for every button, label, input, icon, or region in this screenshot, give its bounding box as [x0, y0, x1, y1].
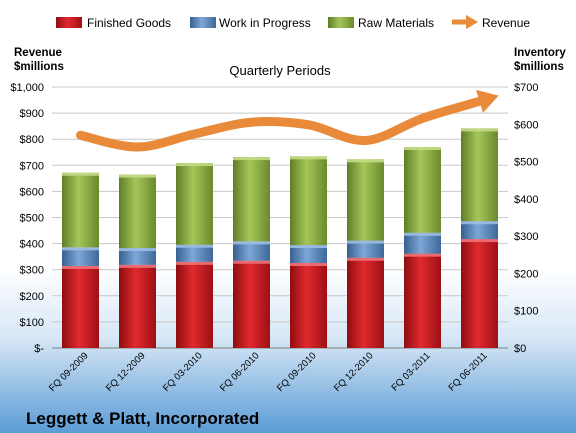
bar-cap-finished-goods: [404, 253, 441, 257]
bar-cap-finished-goods: [347, 257, 384, 261]
bar-cap-work-in-progress: [347, 240, 384, 244]
left-axis-title-line2: $millions: [14, 61, 64, 73]
left-axis-ticks: $- $100 $200 $300 $400 $500 $600 $700 $800 $900 $1…: [10, 82, 44, 355]
bar-raw-materials: [404, 147, 441, 233]
bar-work-in-progress: [233, 241, 270, 261]
right-tick-label: $700: [514, 82, 538, 94]
bar-work-in-progress: [347, 240, 384, 258]
bar-cap-work-in-progress: [290, 245, 327, 249]
right-axis-title-line1: Inventory: [514, 47, 566, 59]
legend: Finished Goods Work in Progress Raw Mate…: [56, 15, 530, 30]
right-axis-ticks: $0 $100 $200 $300 $400 $500 $600 $700: [514, 82, 538, 355]
bar-cap-finished-goods: [119, 264, 156, 268]
bar-finished-goods: [461, 239, 498, 348]
revenue-arrowhead: [476, 89, 499, 113]
left-tick-label: $400: [20, 239, 44, 251]
left-tick-label: $600: [20, 186, 44, 198]
legend-label-work-in-progress: Work in Progress: [219, 16, 311, 30]
bar-finished-goods: [233, 260, 270, 348]
bar-raw-materials: [119, 174, 156, 249]
bar-work-in-progress: [404, 232, 441, 254]
left-tick-label: $500: [20, 213, 44, 225]
bar-cap-raw-materials: [347, 159, 384, 163]
bar-cap-raw-materials: [404, 147, 441, 151]
bar-cap-work-in-progress: [62, 247, 99, 251]
bar-cap-raw-materials: [461, 128, 498, 132]
bar-finished-goods: [404, 253, 441, 348]
bar-cap-work-in-progress: [461, 221, 498, 225]
legend-label-revenue: Revenue: [482, 16, 530, 30]
left-tick-label: $1,000: [10, 82, 44, 94]
bar-cap-work-in-progress: [176, 244, 213, 248]
bar-cap-raw-materials: [62, 172, 99, 176]
bar-work-in-progress: [119, 248, 156, 265]
bar-cap-work-in-progress: [233, 241, 270, 245]
right-tick-label: $200: [514, 268, 538, 280]
bar-cap-raw-materials: [119, 174, 156, 178]
bar-cap-finished-goods: [290, 262, 327, 266]
bar-finished-goods: [176, 261, 213, 348]
bar-raw-materials: [461, 128, 498, 222]
left-axis-title-line1: Revenue: [14, 47, 62, 59]
bar-work-in-progress: [290, 245, 327, 263]
right-tick-label: $600: [514, 119, 538, 131]
bar-finished-goods: [62, 265, 99, 348]
bar-raw-materials: [62, 172, 99, 248]
bar-stacks: [62, 128, 498, 348]
bar-raw-materials: [176, 163, 213, 245]
legend-swatch-finished-goods: [56, 17, 82, 28]
bar-finished-goods: [290, 262, 327, 348]
right-tick-label: $300: [514, 231, 538, 243]
left-tick-label: $700: [20, 160, 44, 172]
bar-cap-raw-materials: [233, 157, 270, 161]
bar-cap-finished-goods: [62, 265, 99, 269]
bar-raw-materials: [290, 156, 327, 246]
company-name: Leggett & Platt, Incorporated: [26, 409, 259, 428]
bar-cap-finished-goods: [176, 261, 213, 265]
bar-finished-goods: [119, 264, 156, 348]
chart-title: Quarterly Periods: [229, 63, 331, 78]
bar-cap-work-in-progress: [404, 232, 441, 236]
legend-swatch-raw-materials: [328, 17, 354, 28]
bar-cap-raw-materials: [290, 156, 327, 160]
bar-cap-work-in-progress: [119, 248, 156, 252]
legend-label-raw-materials: Raw Materials: [358, 16, 434, 30]
left-tick-label: $200: [20, 291, 44, 303]
bar-raw-materials: [233, 157, 270, 242]
right-tick-label: $500: [514, 157, 538, 169]
left-tick-label: $100: [20, 317, 44, 329]
left-tick-label: $800: [20, 134, 44, 146]
revenue-line: [76, 89, 499, 152]
legend-label-finished-goods: Finished Goods: [87, 16, 171, 30]
bar-raw-materials: [347, 159, 384, 241]
legend-arrowhead-revenue: [466, 15, 478, 29]
right-tick-label: $400: [514, 194, 538, 206]
bar-work-in-progress: [176, 244, 213, 262]
bar-finished-goods: [347, 257, 384, 348]
bar-cap-finished-goods: [233, 260, 270, 264]
bar-cap-finished-goods: [461, 239, 498, 243]
bar-work-in-progress: [461, 221, 498, 240]
left-tick-label: $300: [20, 265, 44, 277]
bar-cap-raw-materials: [176, 163, 213, 167]
legend-swatch-work-in-progress: [190, 17, 216, 28]
right-axis-title-line2: $millions: [514, 61, 564, 73]
left-tick-label: $900: [20, 108, 44, 120]
revenue-line-path: [76, 96, 484, 152]
right-tick-label: $0: [514, 343, 526, 355]
left-tick-label: $-: [34, 343, 44, 355]
right-tick-label: $100: [514, 306, 538, 318]
bar-work-in-progress: [62, 247, 99, 266]
